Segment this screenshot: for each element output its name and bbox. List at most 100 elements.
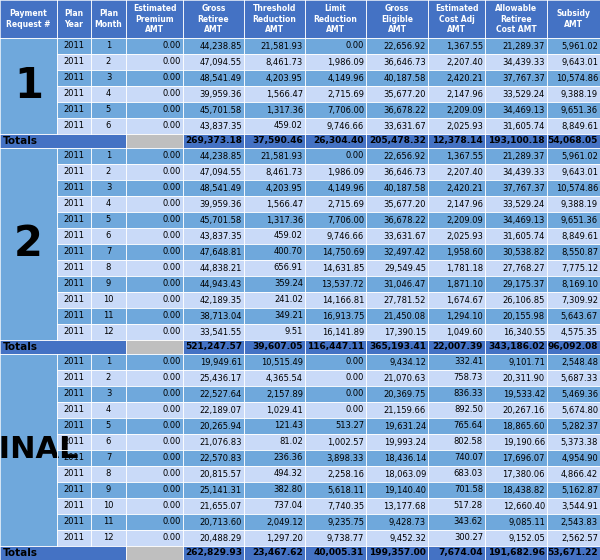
Text: 19,140.40: 19,140.40 — [384, 486, 426, 494]
Bar — [91, 212, 126, 228]
Text: 0.00: 0.00 — [346, 390, 364, 399]
Text: 10,574.86: 10,574.86 — [556, 73, 598, 82]
Bar — [305, 370, 366, 386]
Bar — [428, 514, 485, 530]
Text: 2011: 2011 — [64, 437, 85, 446]
Text: Limit
Reduction
AMT: Limit Reduction AMT — [314, 4, 358, 34]
Text: 0.00: 0.00 — [163, 248, 181, 256]
Text: 3: 3 — [106, 73, 111, 82]
Bar — [91, 324, 126, 340]
Bar — [244, 276, 305, 292]
Text: 10: 10 — [103, 502, 114, 511]
Bar — [57, 514, 91, 530]
Bar — [244, 196, 305, 212]
Text: 25,436.17: 25,436.17 — [200, 374, 242, 382]
Text: 42,189.35: 42,189.35 — [200, 296, 242, 305]
Bar — [0, 148, 57, 340]
Text: Allowable
Retiree
Cost AMT: Allowable Retiree Cost AMT — [495, 4, 537, 34]
Bar — [547, 386, 600, 402]
Text: 12: 12 — [103, 534, 114, 543]
Text: 14,166.81: 14,166.81 — [322, 296, 364, 305]
Text: 9,643.01: 9,643.01 — [561, 167, 598, 176]
Bar — [305, 54, 366, 70]
Bar — [91, 196, 126, 212]
Text: 1,294.10: 1,294.10 — [446, 311, 483, 320]
Bar — [485, 402, 547, 418]
Text: 9,235.75: 9,235.75 — [327, 517, 364, 526]
Text: 6: 6 — [106, 122, 111, 130]
Bar — [183, 86, 244, 102]
Bar — [57, 482, 91, 498]
Text: 37,767.37: 37,767.37 — [502, 73, 545, 82]
Bar — [305, 228, 366, 244]
Bar — [244, 228, 305, 244]
Bar — [126, 498, 183, 514]
Bar — [485, 450, 547, 466]
Bar — [91, 276, 126, 292]
Bar — [244, 354, 305, 370]
Bar — [305, 212, 366, 228]
Bar — [547, 102, 600, 118]
Text: 343,186.02: 343,186.02 — [488, 343, 545, 352]
Bar — [366, 434, 428, 450]
Bar — [366, 292, 428, 308]
Bar — [0, 354, 57, 546]
Text: 349.21: 349.21 — [274, 311, 303, 320]
Text: 0.00: 0.00 — [163, 534, 181, 543]
Text: 2011: 2011 — [64, 264, 85, 273]
Text: 2011: 2011 — [64, 405, 85, 414]
Bar — [91, 386, 126, 402]
Bar — [428, 228, 485, 244]
Text: 0.00: 0.00 — [346, 41, 364, 50]
Text: 11: 11 — [103, 311, 114, 320]
Text: 737.04: 737.04 — [274, 502, 303, 511]
Text: 758.73: 758.73 — [454, 374, 483, 382]
Text: 21,581.93: 21,581.93 — [261, 41, 303, 50]
Bar — [305, 418, 366, 434]
Text: 25,141.31: 25,141.31 — [200, 486, 242, 494]
Bar — [366, 340, 428, 354]
Text: 4: 4 — [106, 90, 111, 99]
Bar — [305, 86, 366, 102]
Bar — [57, 498, 91, 514]
Text: 45,701.58: 45,701.58 — [200, 105, 242, 114]
Bar — [244, 434, 305, 450]
Bar — [126, 102, 183, 118]
Text: 22,007.39: 22,007.39 — [433, 343, 483, 352]
Text: 1,871.10: 1,871.10 — [446, 279, 483, 288]
Text: Payment
Request #: Payment Request # — [6, 10, 51, 29]
Bar — [547, 370, 600, 386]
Bar — [485, 118, 547, 134]
Bar — [305, 180, 366, 196]
Bar — [428, 308, 485, 324]
Text: 4,203.95: 4,203.95 — [266, 184, 303, 193]
Bar — [126, 434, 183, 450]
Bar — [244, 498, 305, 514]
Bar — [244, 134, 305, 148]
Bar — [183, 466, 244, 482]
Text: 205,478.32: 205,478.32 — [369, 137, 426, 146]
Bar — [428, 292, 485, 308]
Bar — [547, 164, 600, 180]
Text: Gross
Retiree
AMT: Gross Retiree AMT — [197, 4, 229, 34]
Bar — [57, 244, 91, 260]
Text: 5,687.33: 5,687.33 — [560, 374, 598, 382]
Text: 36,646.73: 36,646.73 — [383, 58, 426, 67]
Bar — [428, 118, 485, 134]
Text: 0.00: 0.00 — [163, 167, 181, 176]
Text: 17,390.15: 17,390.15 — [384, 328, 426, 337]
Text: 10: 10 — [103, 296, 114, 305]
Bar — [428, 134, 485, 148]
Bar — [547, 482, 600, 498]
Text: 40,187.58: 40,187.58 — [383, 184, 426, 193]
Text: 9,101.71: 9,101.71 — [508, 357, 545, 366]
Bar — [126, 196, 183, 212]
Bar — [366, 514, 428, 530]
Text: 33,541.55: 33,541.55 — [200, 328, 242, 337]
Text: 4,866.42: 4,866.42 — [561, 469, 598, 478]
Bar — [183, 164, 244, 180]
Text: 21,289.37: 21,289.37 — [503, 41, 545, 50]
Bar — [91, 38, 126, 54]
Text: 8,849.61: 8,849.61 — [561, 231, 598, 240]
Bar — [57, 148, 91, 164]
